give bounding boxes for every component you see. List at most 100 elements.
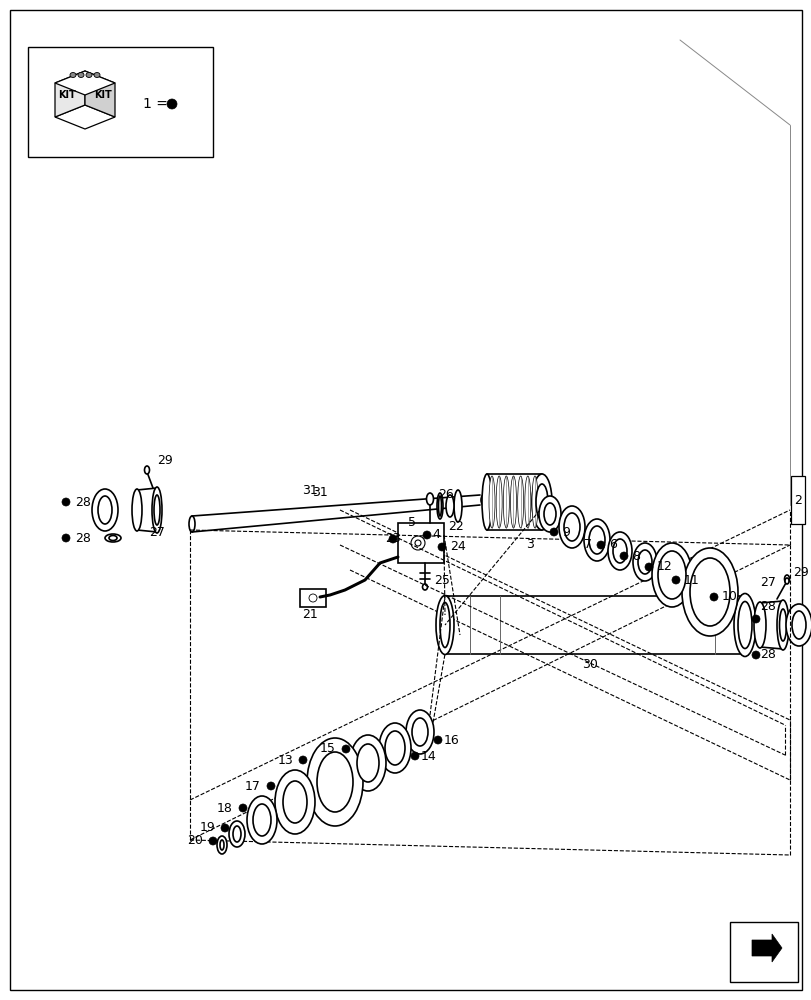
Ellipse shape: [564, 513, 579, 541]
Ellipse shape: [539, 496, 560, 532]
Ellipse shape: [791, 611, 805, 639]
Text: 18: 18: [217, 801, 233, 814]
Text: 27: 27: [149, 526, 165, 540]
Bar: [397, 523, 444, 563]
Ellipse shape: [633, 543, 656, 581]
Ellipse shape: [753, 602, 765, 648]
Ellipse shape: [283, 781, 307, 823]
Ellipse shape: [496, 476, 501, 528]
Text: 15: 15: [320, 742, 336, 756]
Text: 25: 25: [433, 574, 449, 587]
Ellipse shape: [70, 73, 76, 78]
Ellipse shape: [651, 543, 691, 607]
Circle shape: [620, 552, 627, 560]
Circle shape: [437, 543, 445, 551]
Circle shape: [549, 528, 557, 536]
Circle shape: [751, 615, 759, 623]
Ellipse shape: [503, 476, 508, 528]
Text: 19: 19: [199, 821, 215, 834]
Ellipse shape: [86, 73, 92, 78]
Ellipse shape: [568, 595, 575, 654]
Ellipse shape: [657, 551, 685, 599]
Ellipse shape: [426, 493, 433, 505]
Ellipse shape: [445, 495, 453, 517]
Ellipse shape: [482, 474, 491, 530]
Text: 28: 28: [75, 532, 91, 544]
Ellipse shape: [784, 578, 788, 584]
Ellipse shape: [486, 595, 493, 654]
Text: KIT: KIT: [94, 90, 112, 100]
Ellipse shape: [517, 476, 523, 528]
Polygon shape: [751, 934, 781, 962]
Circle shape: [298, 756, 307, 764]
Ellipse shape: [78, 73, 84, 78]
Circle shape: [423, 531, 431, 539]
Ellipse shape: [583, 519, 609, 561]
Text: 28: 28: [75, 495, 91, 508]
Ellipse shape: [608, 595, 616, 654]
Ellipse shape: [453, 490, 461, 522]
Text: 10: 10: [721, 590, 737, 603]
Bar: [28, 47, 212, 157]
Ellipse shape: [436, 595, 453, 654]
Ellipse shape: [406, 710, 433, 754]
Text: 21: 21: [302, 608, 317, 621]
Ellipse shape: [105, 534, 121, 542]
Ellipse shape: [92, 489, 118, 531]
Ellipse shape: [152, 487, 162, 533]
Text: 2: 2: [793, 493, 801, 506]
Polygon shape: [55, 71, 115, 95]
Ellipse shape: [411, 718, 427, 746]
Text: 31: 31: [302, 484, 317, 496]
Ellipse shape: [307, 738, 363, 826]
Text: 31: 31: [311, 486, 328, 498]
Ellipse shape: [436, 493, 443, 519]
Ellipse shape: [275, 770, 315, 834]
Ellipse shape: [783, 575, 788, 583]
Ellipse shape: [98, 496, 112, 524]
Circle shape: [388, 535, 397, 543]
Ellipse shape: [649, 595, 657, 654]
Ellipse shape: [543, 503, 556, 525]
Circle shape: [751, 651, 759, 659]
Ellipse shape: [681, 548, 737, 636]
Circle shape: [167, 99, 177, 109]
Polygon shape: [55, 71, 85, 117]
Ellipse shape: [309, 594, 316, 602]
Circle shape: [672, 576, 679, 584]
Ellipse shape: [737, 601, 751, 648]
Ellipse shape: [524, 476, 530, 528]
Circle shape: [596, 541, 604, 549]
Text: 26: 26: [437, 488, 453, 502]
Text: 11: 11: [683, 574, 699, 586]
Bar: [729, 922, 797, 982]
Ellipse shape: [779, 609, 786, 641]
Ellipse shape: [776, 600, 788, 650]
Polygon shape: [85, 71, 115, 117]
Ellipse shape: [526, 595, 534, 654]
Ellipse shape: [189, 516, 195, 532]
Ellipse shape: [733, 593, 755, 656]
Text: 29: 29: [157, 454, 173, 466]
Ellipse shape: [247, 796, 277, 844]
Ellipse shape: [132, 489, 142, 531]
Text: 28: 28: [759, 648, 775, 662]
Text: 23: 23: [384, 532, 401, 546]
Ellipse shape: [357, 744, 379, 782]
Circle shape: [238, 804, 247, 812]
Text: 24: 24: [449, 540, 466, 554]
Circle shape: [433, 736, 441, 744]
Ellipse shape: [109, 536, 117, 540]
Ellipse shape: [558, 506, 584, 548]
Ellipse shape: [220, 840, 224, 850]
Circle shape: [410, 752, 418, 760]
Ellipse shape: [384, 731, 405, 765]
Ellipse shape: [510, 476, 516, 528]
Text: 12: 12: [656, 560, 672, 574]
Ellipse shape: [612, 539, 626, 563]
Text: 30: 30: [581, 658, 597, 672]
Bar: [790, 476, 804, 524]
Circle shape: [62, 498, 70, 506]
Ellipse shape: [531, 474, 551, 530]
Ellipse shape: [440, 602, 449, 648]
